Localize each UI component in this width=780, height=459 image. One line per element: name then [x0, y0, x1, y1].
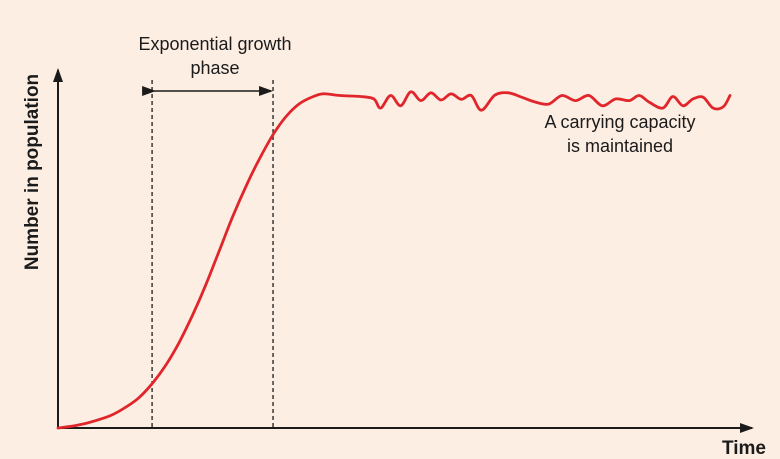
- y-axis-label: Number in population: [22, 74, 43, 270]
- population-curve: [56, 90, 732, 430]
- phase-annotation-line2: phase: [190, 58, 239, 78]
- capacity-annotation-line1: A carrying capacity: [544, 112, 695, 132]
- x-axis-label: Time: [722, 438, 766, 459]
- capacity-annotation-line2: is maintained: [567, 136, 673, 156]
- phase-annotation-line1: Exponential growth: [138, 34, 291, 54]
